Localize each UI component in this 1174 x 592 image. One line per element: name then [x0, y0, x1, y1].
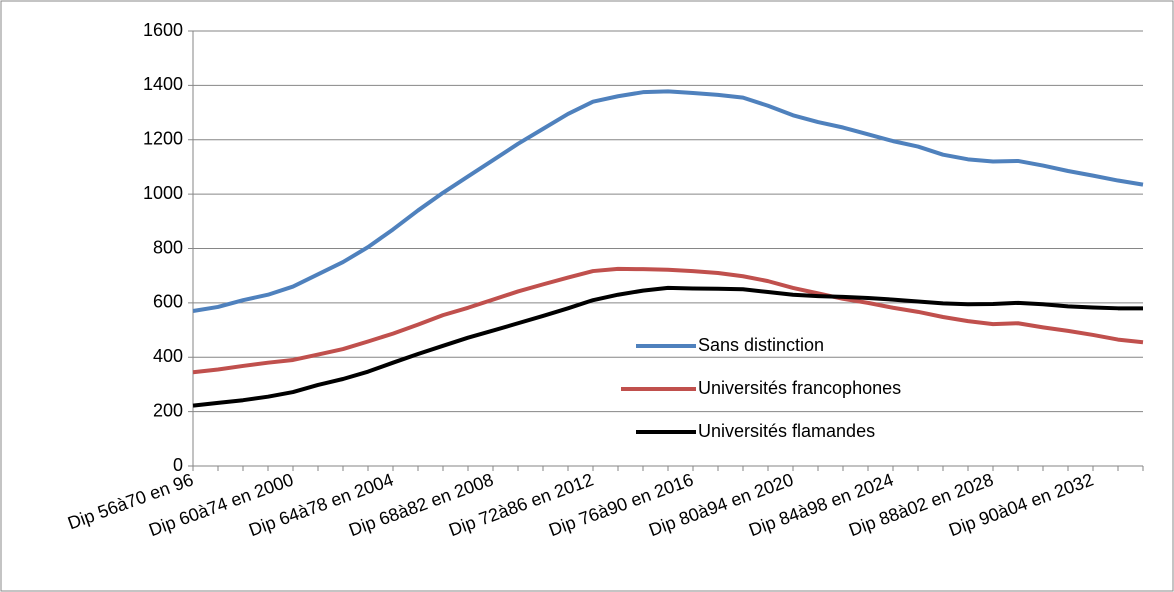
y-tick-label: 1600	[143, 20, 183, 40]
legend-label: Sans distinction	[698, 335, 824, 355]
legend-label: Universités flamandes	[698, 421, 875, 441]
y-tick-label: 1000	[143, 183, 183, 203]
y-tick-label: 1400	[143, 74, 183, 94]
y-tick-label: 200	[153, 400, 183, 420]
y-tick-label: 400	[153, 346, 183, 366]
y-tick-label: 0	[173, 455, 183, 475]
series-line	[192, 285, 1143, 408]
legend-label: Universités francophones	[698, 378, 901, 398]
series-line	[192, 89, 1144, 314]
y-tick-label: 800	[153, 237, 183, 257]
y-tick-label: 1200	[143, 129, 183, 149]
series-line	[192, 266, 1144, 375]
y-tick-label: 600	[153, 292, 183, 312]
